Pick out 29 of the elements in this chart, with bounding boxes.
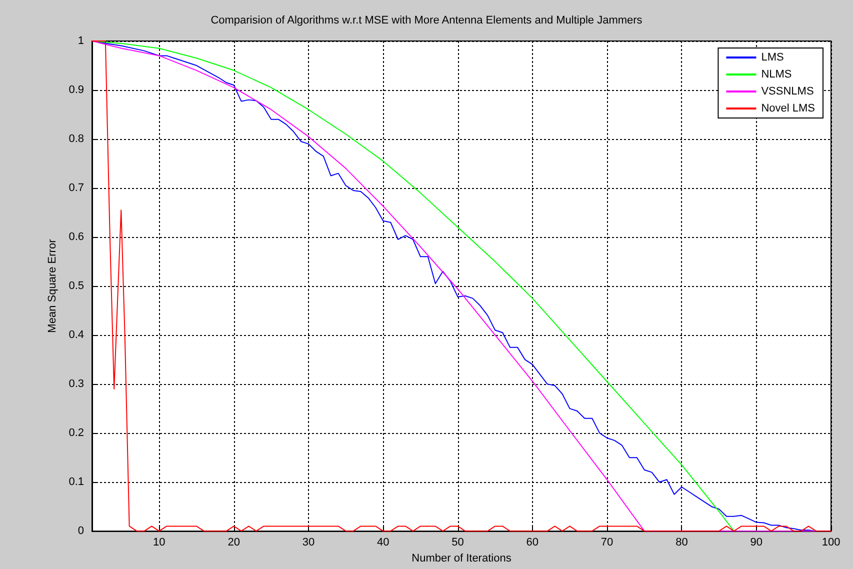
x-tick-label: 80 — [676, 536, 688, 549]
y-tick-label: 0.4 — [68, 329, 84, 342]
x-tick-label: 60 — [526, 536, 539, 549]
y-tick-label: 0.9 — [68, 84, 84, 96]
y-tick-label: 0.5 — [68, 280, 84, 292]
legend-label: VSSNLMS — [761, 86, 814, 98]
x-tick-label: 100 — [822, 536, 840, 549]
y-tick-label: 0.2 — [68, 427, 84, 440]
y-tick-label: 0.1 — [68, 476, 84, 488]
y-tick-label: 0.8 — [68, 133, 84, 146]
x-tick-label: 50 — [452, 536, 464, 549]
x-tick-label: 70 — [600, 536, 614, 549]
x-tick-label: 90 — [750, 536, 762, 549]
y-axis-title: Mean Square Error — [46, 238, 58, 333]
x-tick-label: 40 — [376, 536, 390, 549]
legend-label: LMS — [761, 52, 784, 64]
y-tick-label: 1 — [78, 35, 84, 47]
y-tick-label: 0.3 — [68, 378, 84, 390]
legend-label: Novel LMS — [761, 102, 815, 114]
y-tick-label: 0.6 — [68, 231, 84, 244]
x-axis-title: Number of Iterations — [412, 552, 512, 564]
y-tick-label: 0 — [78, 525, 84, 538]
x-tick-label: 20 — [228, 536, 240, 549]
line-series — [92, 40, 832, 532]
legend-label: NLMS — [761, 68, 792, 80]
x-tick-label: 10 — [153, 536, 166, 549]
chart-title: Comparision of Algorithms w.r.t MSE with More Antenna Elements and Multiple Jammers — [210, 14, 643, 26]
x-tick-label: 30 — [302, 536, 315, 549]
y-tick-label: 0.7 — [68, 182, 84, 194]
